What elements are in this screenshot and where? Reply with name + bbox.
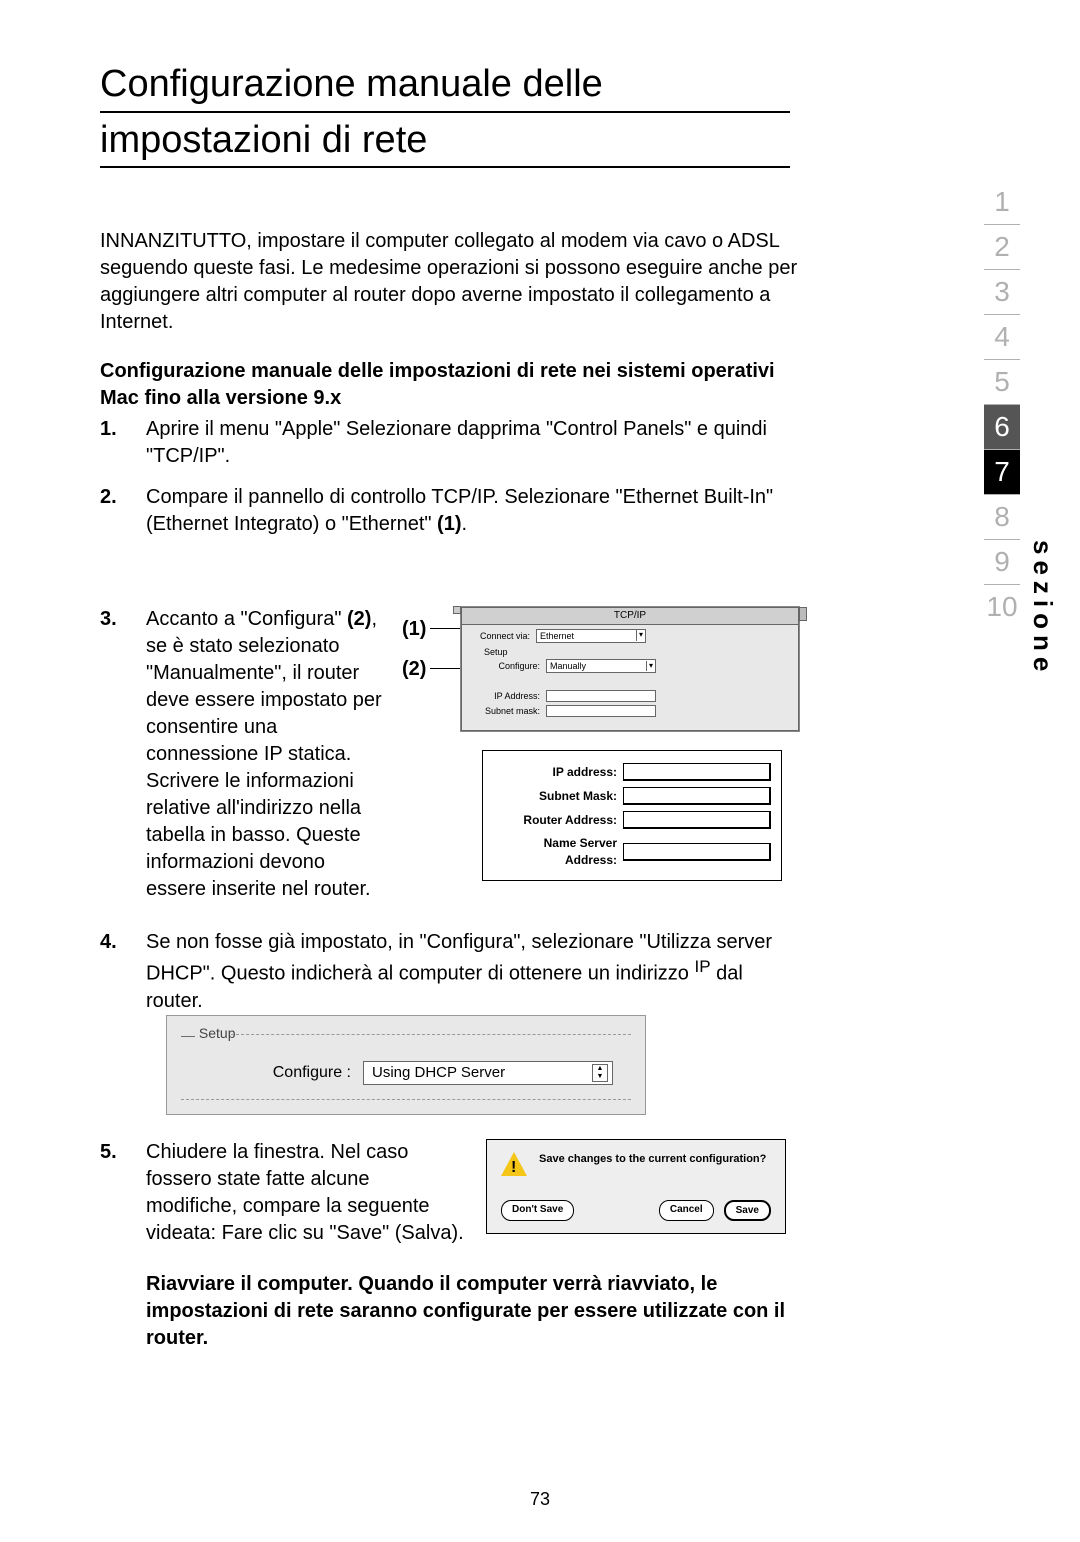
setup-group-label: Setup	[484, 646, 790, 658]
subnet-field-label: Subnet Mask:	[493, 788, 623, 804]
select-arrows-icon: ▲▼	[592, 1064, 608, 1082]
nav-10[interactable]: 10	[984, 585, 1020, 629]
section-nav: 1 2 3 4 5 6 7 8 9 10	[984, 180, 1020, 629]
step-3-text-c: , se è stato selezionato "Manualmente", …	[146, 608, 382, 900]
save-button[interactable]: Save	[724, 1200, 771, 1222]
configure-label: Configure:	[480, 660, 540, 672]
ip-field[interactable]	[623, 763, 771, 781]
nameserver-field[interactable]	[623, 843, 771, 861]
nav-3[interactable]: 3	[984, 270, 1020, 315]
nav-4[interactable]: 4	[984, 315, 1020, 360]
warning-icon: !	[501, 1152, 527, 1176]
tcpip-window-title: TCP/IP	[461, 607, 799, 624]
configure-select[interactable]: Manually	[546, 659, 656, 673]
window-scroll-icon[interactable]	[799, 607, 807, 621]
tcpip-window: TCP/IP Connect via: Ethernet Setup Confi…	[460, 606, 800, 732]
router-field-label: Router Address:	[493, 812, 623, 828]
section-subheading: Configurazione manuale delle impostazion…	[100, 358, 800, 412]
ip-info-table: IP address: Subnet Mask: Router Address:	[482, 750, 782, 880]
connect-via-select[interactable]: Ethernet	[536, 629, 646, 643]
step-4-text-a: Se non fosse già impostato, in "Configur…	[146, 931, 772, 985]
step-2: Compare il pannello di controllo TCP/IP.…	[100, 484, 800, 538]
router-field[interactable]	[623, 811, 771, 829]
step-3-text: Accanto a "Configura" (2), se è stato se…	[146, 606, 384, 903]
steps-list: Aprire il menu "Apple" Selezionare dappr…	[100, 416, 800, 538]
subnet-mask-input[interactable]	[546, 705, 656, 717]
window-close-icon[interactable]	[453, 606, 461, 614]
document-page: Configurazione manuale delle impostazion…	[0, 0, 1080, 1542]
step-3-marker: (2)	[347, 608, 371, 630]
nav-9[interactable]: 9	[984, 540, 1020, 585]
page-title-line1: Configurazione manuale delle	[100, 60, 790, 113]
dont-save-button[interactable]: Don't Save	[501, 1200, 574, 1222]
nav-1[interactable]: 1	[984, 180, 1020, 225]
page-number: 73	[0, 1489, 1080, 1510]
dhcp-figure: — Setup Configure : Using DHCP Server ▲▼	[166, 1015, 646, 1115]
save-dialog: ! Save changes to the current configurat…	[486, 1139, 786, 1235]
callout-1: (1)	[402, 616, 426, 643]
ip-field-label: IP address:	[493, 764, 623, 780]
step-1: Aprire il menu "Apple" Selezionare dappr…	[100, 416, 800, 470]
section-vertical-label: sezione	[1027, 540, 1058, 677]
connect-via-label: Connect via:	[470, 630, 530, 642]
nav-8[interactable]: 8	[984, 495, 1020, 540]
steps-list-cont: Accanto a "Configura" (2), se è stato se…	[100, 606, 800, 1247]
ip-address-label: IP Address:	[480, 690, 540, 702]
save-dialog-message: Save changes to the current configuratio…	[539, 1152, 766, 1167]
dhcp-setup-label: Setup	[199, 1025, 236, 1041]
nav-7[interactable]: 7	[984, 450, 1020, 495]
ip-address-input[interactable]	[546, 690, 656, 702]
callout-2: (2)	[402, 656, 426, 683]
nav-6[interactable]: 6	[984, 405, 1020, 450]
subnet-field[interactable]	[623, 787, 771, 805]
nav-2[interactable]: 2	[984, 225, 1020, 270]
dhcp-select-value: Using DHCP Server	[372, 1063, 505, 1083]
step-3: Accanto a "Configura" (2), se è stato se…	[100, 606, 800, 903]
nameserver-field-label: Name Server Address:	[493, 835, 623, 867]
intro-paragraph: INNANZITUTTO, impostare il computer coll…	[100, 228, 800, 336]
cancel-button[interactable]: Cancel	[659, 1200, 714, 1222]
dhcp-dash-marker: —	[181, 1027, 195, 1043]
step-5-text: Chiudere la finestra. Nel caso fossero s…	[146, 1139, 466, 1247]
dhcp-configure-select[interactable]: Using DHCP Server ▲▼	[363, 1061, 613, 1085]
step-3-figure: (1) (2) TCP/IP Connect via: Ethernet	[402, 606, 800, 880]
step-4-text-b: IP	[694, 957, 710, 976]
step-2-marker: (1)	[437, 513, 461, 535]
reboot-note: Riavviare il computer. Quando il compute…	[146, 1271, 806, 1352]
dhcp-border	[231, 1034, 631, 1035]
step-4: Se non fosse già impostato, in "Configur…	[100, 929, 800, 1115]
step-2-text-c: .	[461, 513, 467, 535]
nav-5[interactable]: 5	[984, 360, 1020, 405]
step-3-text-a: Accanto a "Configura"	[146, 608, 347, 630]
subnet-mask-label: Subnet mask:	[480, 705, 540, 717]
step-5: Chiudere la finestra. Nel caso fossero s…	[100, 1139, 800, 1247]
page-title-line2: impostazioni di rete	[100, 119, 790, 168]
dhcp-configure-label: Configure :	[181, 1062, 351, 1084]
